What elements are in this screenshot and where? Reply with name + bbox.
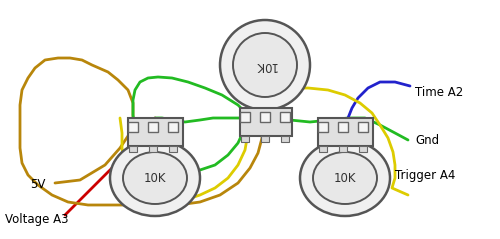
Text: 10K: 10K [144,172,166,185]
Bar [359,146,367,152]
Bar [261,136,269,142]
Bar [358,122,368,132]
Bar [318,122,328,132]
Ellipse shape [313,152,377,204]
Text: 10K: 10K [334,172,356,185]
Bar [240,112,250,122]
Text: 10K: 10K [254,59,276,71]
Bar [280,112,290,122]
Bar [338,122,348,132]
Ellipse shape [300,140,390,216]
Text: Gnd: Gnd [415,134,439,147]
Bar [169,146,177,152]
Ellipse shape [233,33,297,97]
Bar [339,146,347,152]
Text: 5V: 5V [30,179,46,191]
Ellipse shape [220,20,310,110]
Bar [168,122,178,132]
Bar [129,146,137,152]
Bar [240,108,292,136]
Bar [241,136,249,142]
Bar [260,112,270,122]
Bar [128,122,138,132]
Bar [128,118,183,146]
Bar [149,146,157,152]
Bar [281,136,289,142]
Ellipse shape [110,140,200,216]
Bar [148,122,158,132]
Ellipse shape [123,152,187,204]
Text: Trigger A4: Trigger A4 [395,168,456,181]
Bar [319,146,327,152]
Bar [318,118,373,146]
Text: Time A2: Time A2 [415,86,463,98]
Text: Voltage A3: Voltage A3 [5,213,68,227]
